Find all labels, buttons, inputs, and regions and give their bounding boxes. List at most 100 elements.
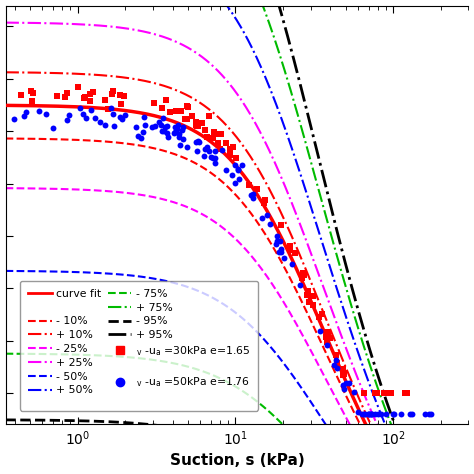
Point: [227, 151, 234, 159]
Point: [207, 154, 215, 161]
Point: [260, 199, 268, 206]
Point: [397, 410, 404, 418]
Point: [164, 123, 171, 130]
Point: [211, 155, 219, 162]
Point: [258, 214, 265, 222]
Point: [229, 143, 237, 151]
Point: [179, 123, 186, 131]
Point: [409, 410, 416, 418]
Point: [116, 113, 123, 121]
Point: [406, 410, 414, 418]
Point: [18, 91, 25, 99]
Point: [118, 100, 125, 108]
Point: [390, 410, 398, 418]
Point: [403, 389, 410, 397]
Point: [193, 122, 201, 130]
Point: [201, 152, 208, 160]
Point: [139, 128, 146, 136]
Point: [155, 118, 163, 125]
Point: [365, 410, 373, 418]
Point: [299, 274, 306, 282]
Point: [172, 107, 180, 115]
Point: [333, 359, 340, 366]
Point: [361, 410, 368, 418]
Point: [266, 220, 274, 228]
Point: [183, 115, 191, 123]
Point: [249, 190, 257, 197]
Point: [150, 99, 158, 107]
Point: [358, 410, 365, 418]
Point: [318, 310, 326, 318]
Point: [361, 410, 369, 418]
Point: [64, 89, 71, 96]
Point: [120, 92, 128, 100]
Point: [110, 122, 118, 129]
Point: [96, 118, 103, 126]
Point: [101, 121, 109, 129]
Point: [276, 237, 284, 245]
Point: [91, 115, 99, 122]
Point: [162, 96, 170, 103]
Point: [195, 138, 203, 146]
Point: [194, 122, 202, 130]
Point: [216, 130, 223, 138]
Point: [341, 385, 348, 392]
Point: [210, 134, 217, 142]
Point: [151, 123, 159, 130]
Point: [192, 118, 200, 126]
Point: [205, 112, 213, 120]
Point: [90, 88, 97, 95]
Point: [137, 134, 145, 141]
Point: [64, 116, 71, 124]
Point: [134, 132, 141, 140]
Point: [374, 410, 382, 418]
X-axis label: Suction, s (kPa): Suction, s (kPa): [170, 454, 304, 468]
Point: [368, 410, 376, 418]
Point: [304, 287, 312, 294]
Point: [179, 127, 186, 134]
Point: [86, 91, 94, 98]
Point: [249, 194, 256, 202]
Point: [141, 121, 149, 129]
Point: [339, 381, 347, 389]
Point: [179, 135, 186, 143]
Point: [383, 389, 390, 397]
Point: [372, 389, 379, 397]
Point: [316, 328, 324, 335]
Point: [234, 166, 242, 174]
Point: [421, 410, 429, 418]
Point: [345, 379, 353, 387]
Point: [262, 197, 269, 204]
Point: [333, 364, 340, 372]
Point: [210, 154, 217, 162]
Point: [275, 248, 283, 255]
Point: [342, 380, 350, 387]
Point: [387, 389, 395, 397]
Point: [42, 110, 50, 118]
Point: [203, 133, 210, 140]
Point: [238, 161, 246, 169]
Point: [140, 114, 148, 121]
Point: [50, 124, 57, 131]
Point: [161, 123, 169, 131]
Point: [104, 106, 112, 113]
Point: [171, 128, 179, 136]
Point: [184, 103, 191, 110]
Point: [74, 83, 82, 91]
Point: [380, 389, 388, 397]
Point: [82, 93, 89, 101]
Point: [159, 127, 166, 135]
Point: [401, 389, 409, 397]
Point: [22, 108, 29, 116]
Point: [300, 271, 307, 279]
Point: [350, 389, 358, 396]
Point: [118, 115, 126, 123]
Point: [273, 240, 280, 247]
Point: [175, 134, 183, 141]
Point: [367, 410, 375, 418]
Point: [324, 328, 331, 336]
Point: [222, 166, 229, 173]
Point: [340, 370, 347, 378]
Point: [331, 362, 338, 369]
Point: [211, 159, 219, 167]
